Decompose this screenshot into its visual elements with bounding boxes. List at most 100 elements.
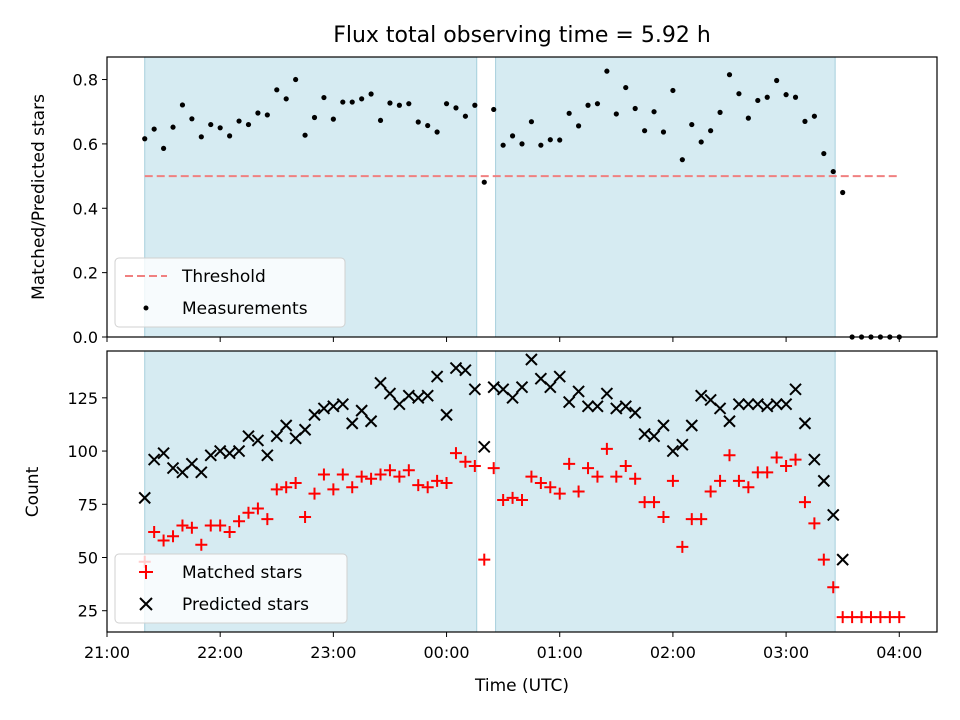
matched-star-point xyxy=(827,581,840,594)
legend-measurements-label: Measurements xyxy=(182,299,308,319)
predicted-star-point xyxy=(327,400,340,413)
legend-matched-label: Matched stars xyxy=(182,563,302,583)
measurement-point xyxy=(698,139,704,145)
measurement-point xyxy=(717,109,723,115)
measurement-point xyxy=(179,102,186,108)
predicted-star-point xyxy=(223,446,236,460)
predicted-star-point xyxy=(808,453,821,466)
measurement-point xyxy=(443,101,450,107)
top-y-tick-label-0: 0.0 xyxy=(73,328,98,347)
measurement-point xyxy=(491,106,497,113)
predicted-star-point xyxy=(242,429,255,443)
measurement-point xyxy=(236,118,242,124)
predicted-star-point xyxy=(657,419,670,432)
predicted-star-point xyxy=(836,553,849,566)
measurement-point xyxy=(302,132,308,138)
measurement-point xyxy=(198,134,204,140)
matched-star-point xyxy=(308,487,321,500)
predicted-star-point xyxy=(562,395,576,409)
predicted-star-point xyxy=(195,466,208,479)
measurement-point xyxy=(783,92,789,98)
top-y-tick-label-3: 0.6 xyxy=(73,135,98,154)
predicted-star-point xyxy=(279,419,293,432)
predicted-star-point xyxy=(638,427,651,441)
legend-predicted-swatch xyxy=(139,597,153,611)
measurement-point xyxy=(415,119,421,125)
measurement-point xyxy=(349,99,355,105)
measurement-point xyxy=(557,137,563,143)
predicted-star-point xyxy=(713,402,727,415)
predicted-stars-series xyxy=(138,353,849,566)
matched-star-point xyxy=(780,459,793,472)
measurement-point xyxy=(802,118,808,124)
measurement-point xyxy=(726,72,733,78)
measurement-point xyxy=(594,101,601,107)
measurement-point xyxy=(538,142,544,148)
matched-star-point xyxy=(365,472,378,485)
matched-star-point xyxy=(346,481,359,494)
matched-star-point xyxy=(506,491,519,504)
measurement-point xyxy=(208,121,214,128)
measurement-point xyxy=(830,168,836,175)
legend-threshold-label: Threshold xyxy=(181,267,266,287)
matched-star-point xyxy=(336,468,349,481)
matched-star-point xyxy=(704,485,717,498)
predicted-star-point xyxy=(213,444,227,458)
legend-predicted-label: Predicted stars xyxy=(182,595,309,615)
x-tick-label-7: 04:00 xyxy=(876,643,922,662)
x-tick-label-0: 21:00 xyxy=(84,643,130,662)
measurement-point xyxy=(660,129,667,135)
predicted-star-point xyxy=(600,387,614,400)
matched-star-point xyxy=(497,494,510,507)
matched-star-point xyxy=(563,457,576,470)
matched-star-point xyxy=(516,494,528,507)
matched-star-point xyxy=(553,487,566,500)
matched-star-point xyxy=(383,464,396,477)
measurement-point xyxy=(575,123,582,129)
top-x-ticks xyxy=(106,337,900,342)
legend-measurements-swatch xyxy=(143,305,149,311)
matched-star-point xyxy=(648,496,661,509)
bottom-y-axis-label: Count xyxy=(23,466,43,517)
predicted-star-point xyxy=(346,417,359,430)
measurement-point xyxy=(406,101,412,107)
predicted-star-point xyxy=(779,398,793,411)
x-tick-label-6: 03:00 xyxy=(763,643,809,662)
predicted-star-point xyxy=(685,419,698,432)
matched-star-point xyxy=(808,517,821,530)
bottom-x-ticks: 21:00 22:00 23:00 00:00 01:00 02:00 03:00 04:00 xyxy=(84,632,922,662)
matched-star-point xyxy=(487,462,500,475)
measurement-point xyxy=(453,105,459,111)
matched-star-point xyxy=(167,530,180,543)
predicted-star-point xyxy=(459,363,472,377)
matched-star-point xyxy=(440,476,453,489)
measurement-point xyxy=(283,96,289,102)
predicted-star-point xyxy=(742,398,755,411)
measurement-point xyxy=(151,126,157,132)
measurement-point xyxy=(245,121,252,128)
measurement-point xyxy=(377,117,384,124)
matched-star-point xyxy=(299,511,312,524)
bottom-y-ticks: 25 50 75 100 125 xyxy=(67,389,107,621)
predicted-star-point xyxy=(515,380,529,394)
predicted-star-point xyxy=(204,449,217,462)
predicted-star-point xyxy=(544,380,557,394)
bottom-panel: 25 50 75 100 125 21:00 22:00 23:00 00:00 01:00 02… xyxy=(23,350,938,696)
predicted-star-point xyxy=(383,387,397,400)
predicted-star-point xyxy=(553,370,566,383)
measurement-point xyxy=(274,87,280,93)
measurement-point xyxy=(745,115,751,121)
predicted-star-point xyxy=(421,389,434,402)
measurement-point xyxy=(321,94,327,101)
bottom-y-tick-label-4: 125 xyxy=(67,389,98,408)
x-tick-label-4: 01:00 xyxy=(537,643,583,662)
top-panel: 0.0 0.2 0.4 0.6 0.8 Flux total observing tim… xyxy=(29,23,938,347)
measurement-point xyxy=(425,122,431,129)
measurement-point xyxy=(613,111,619,117)
predicted-star-point xyxy=(572,385,585,398)
matched-star-point xyxy=(223,525,236,538)
matched-star-point xyxy=(233,515,246,528)
predicted-star-point xyxy=(232,444,246,458)
predicted-star-point xyxy=(355,404,368,417)
measurement-point xyxy=(509,133,516,139)
